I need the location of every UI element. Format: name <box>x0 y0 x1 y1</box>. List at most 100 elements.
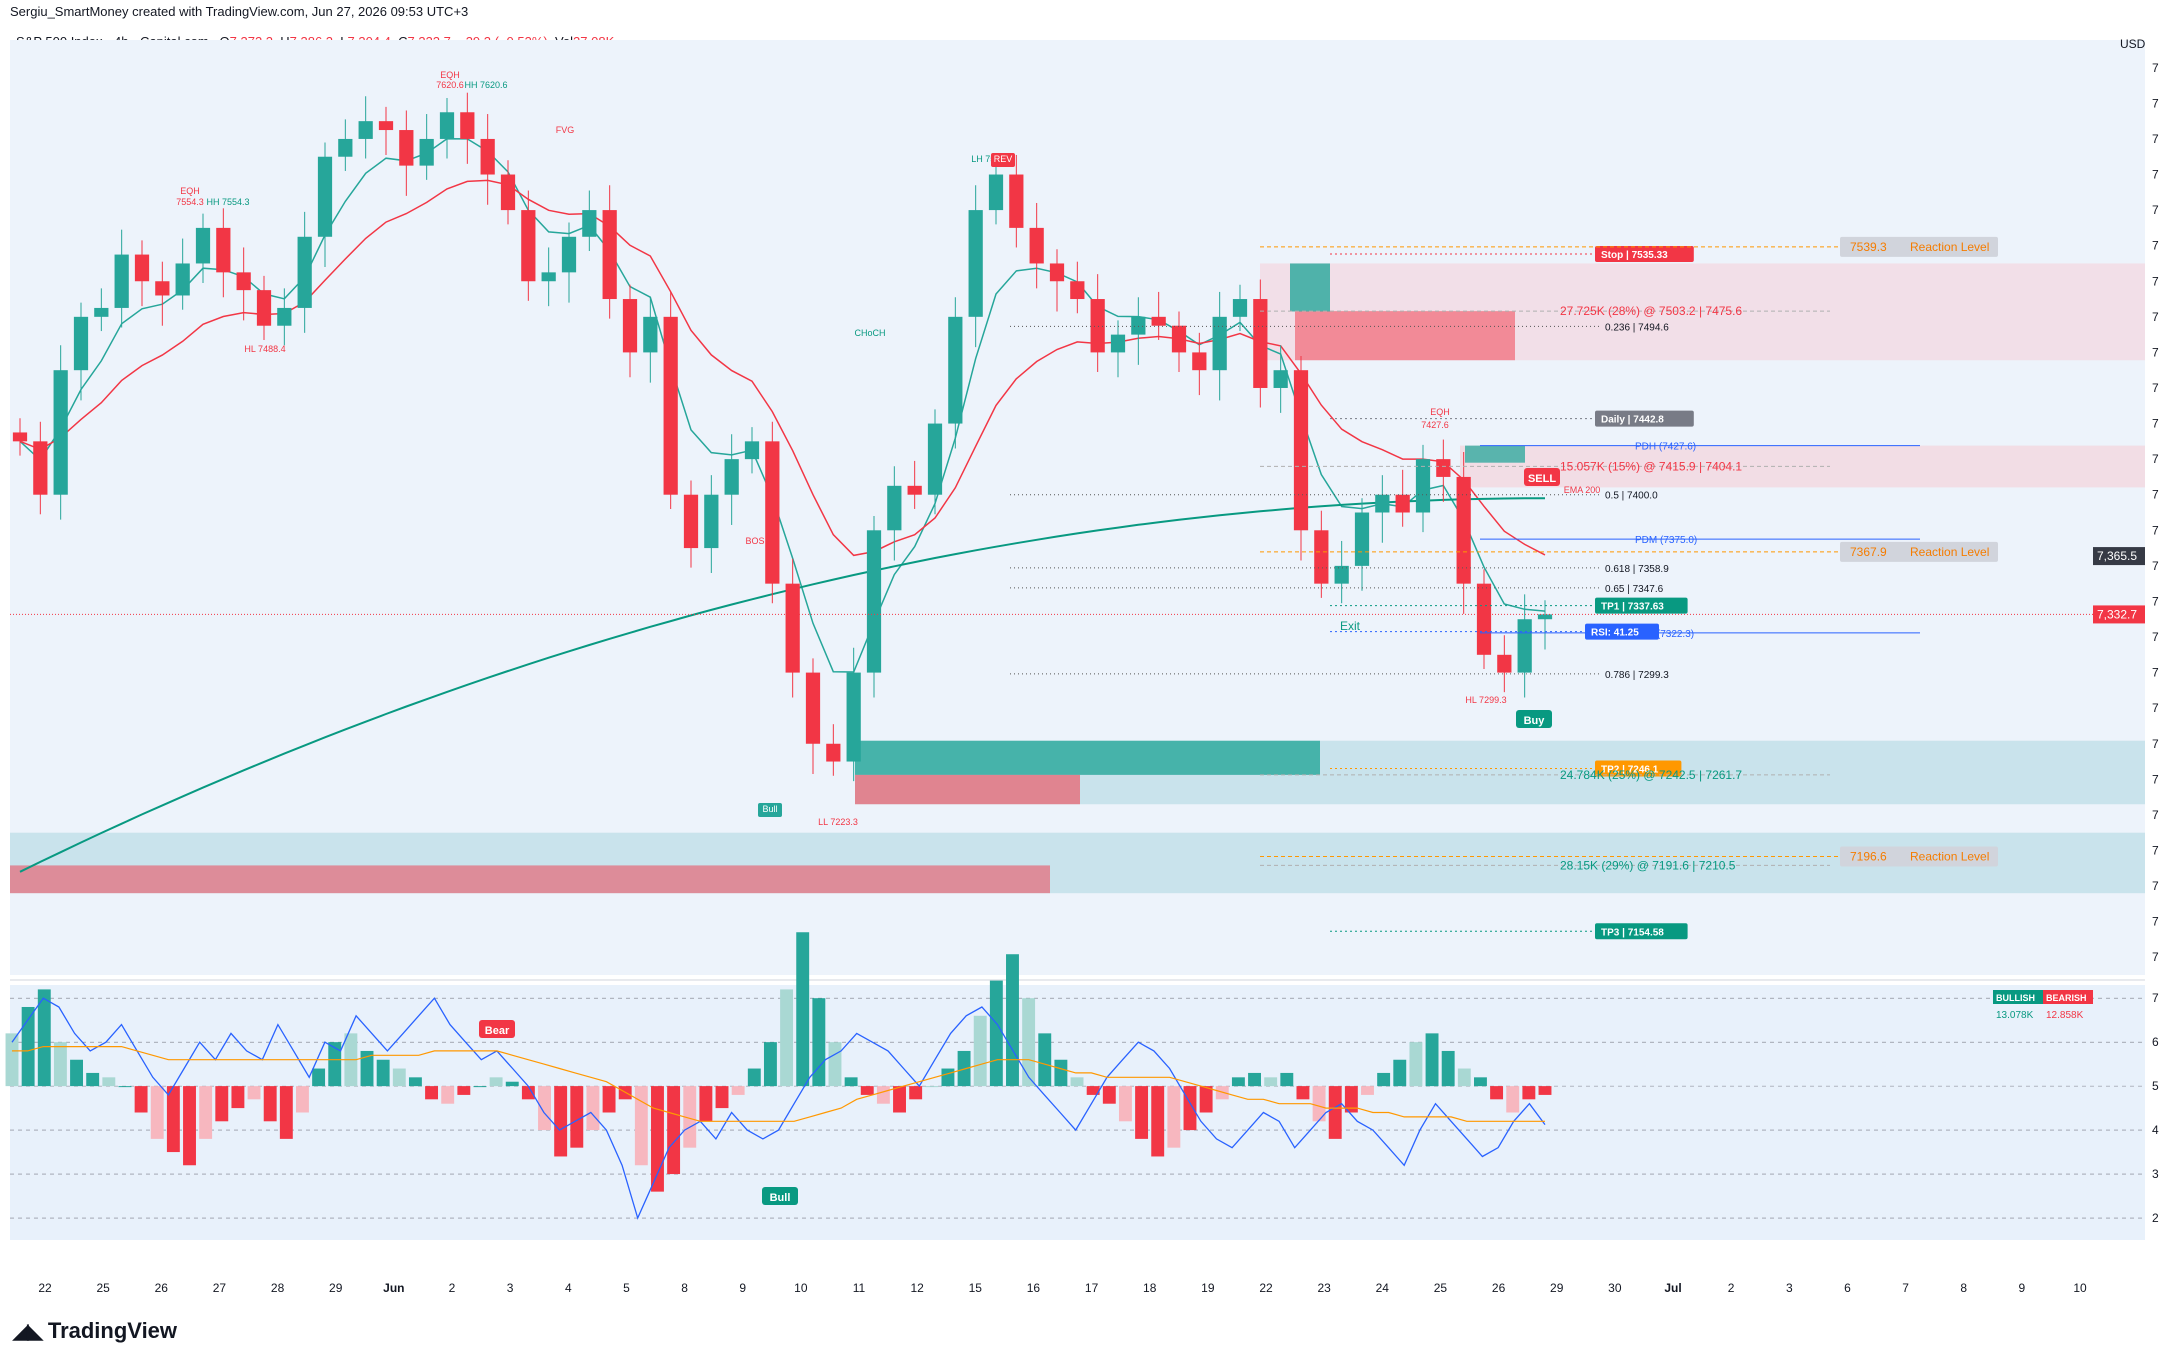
histogram-bar <box>1522 1086 1536 1100</box>
candle-body <box>1232 299 1248 317</box>
candle-body <box>175 263 190 296</box>
histogram-bar <box>118 1086 132 1088</box>
histogram-bar <box>392 1068 406 1087</box>
histogram-bar <box>231 1086 245 1109</box>
candle-body <box>521 210 536 282</box>
chart-annotation: HL 7488.4 <box>244 344 285 354</box>
fast-ema-line <box>19 138 1546 673</box>
chart-annotation: Bull <box>762 804 777 814</box>
candle-body <box>114 254 129 308</box>
histogram-bar <box>1409 1042 1423 1087</box>
time-tick: 24 <box>1376 1281 1390 1295</box>
candle-body <box>927 423 943 495</box>
histogram-bar <box>1344 1086 1358 1113</box>
price-tick: 7,260.0 <box>2152 737 2159 751</box>
histogram-bar <box>1296 1086 1310 1100</box>
candle-body <box>1293 370 1309 531</box>
price-tick: 7,480.0 <box>2152 345 2159 359</box>
price-tick: 7,220.0 <box>2152 808 2159 822</box>
histogram-bar <box>699 1086 713 1122</box>
candle-body <box>256 290 272 326</box>
chart-annotation: 7620.6 <box>436 80 464 90</box>
reaction-box <box>1840 846 1998 867</box>
time-tick: Jul <box>1664 1281 1681 1295</box>
histogram-bar <box>715 1086 729 1109</box>
level-lines: Stop | 7535.33 27.725K (28%) @ 7503.2 | 7… <box>10 236 2093 940</box>
candle-body <box>1253 299 1268 388</box>
fib-label: 0.786 | 7299.3 <box>1605 670 1669 681</box>
histogram-bar <box>215 1086 229 1122</box>
histogram-bar <box>860 1086 874 1095</box>
candle-body <box>236 272 251 291</box>
candle-body <box>1314 530 1329 584</box>
candle-body <box>1090 299 1105 353</box>
level-label: 27.725K (28%) @ 7503.2 | 7475.6 <box>1560 304 1742 318</box>
price-tick: 7,200.0 <box>2152 843 2159 857</box>
level-label-bg <box>1595 410 1694 427</box>
level-label: Daily | 7442.8 <box>1601 415 1664 426</box>
slow-ema-line <box>19 179 1546 557</box>
osc-tick: 20.00 <box>2152 1211 2159 1225</box>
time-tick: 23 <box>1317 1281 1331 1295</box>
candle-body <box>1151 316 1166 326</box>
time-tick: 2 <box>449 1281 456 1295</box>
histogram-bar <box>925 1086 939 1088</box>
candle-body <box>805 672 821 744</box>
candle-body <box>480 138 495 175</box>
candle-body <box>94 307 109 317</box>
ema-lines <box>19 138 1546 873</box>
chart-annotation: 7554.3 <box>176 197 204 207</box>
candle-body <box>33 441 48 495</box>
candle-body <box>1049 263 1065 282</box>
histogram-bar <box>5 1033 19 1087</box>
histogram-bar <box>538 1086 551 1131</box>
chart-annotation: REV <box>994 154 1013 164</box>
histogram-bar <box>1393 1059 1407 1087</box>
candle-body <box>541 272 556 282</box>
candle-body <box>866 530 882 673</box>
osc-pane-bg <box>10 985 2145 1240</box>
level-label-bg <box>1595 597 1688 614</box>
candle-body <box>1009 174 1024 228</box>
signal-label: SELL <box>1528 473 1556 485</box>
time-tick: 28 <box>271 1281 285 1295</box>
histogram-bar <box>1264 1077 1278 1087</box>
chart-annotation: Exit <box>1340 619 1361 633</box>
histogram-bar <box>1054 1059 1068 1087</box>
candle-body <box>195 227 211 264</box>
candle-body <box>785 583 800 673</box>
time-tick: 26 <box>155 1281 169 1295</box>
histogram-bar <box>989 980 1003 1087</box>
tradingview-brand[interactable]: ◢◣ TradingView <box>12 1318 177 1344</box>
candle-body <box>358 121 373 139</box>
histogram-bar <box>457 1086 471 1095</box>
histogram-bar <box>86 1072 100 1087</box>
histogram-bar <box>796 932 810 1087</box>
time-tick: 26 <box>1492 1281 1506 1295</box>
reaction-tag: Reaction Level <box>1910 545 1989 559</box>
histogram-bar <box>941 1068 955 1087</box>
histogram-bar <box>263 1086 277 1122</box>
signal-label: Bear <box>485 1025 510 1037</box>
osc-tick: 70.00 <box>2152 991 2159 1005</box>
time-tick: 22 <box>1259 1281 1273 1295</box>
price-tick: 7,180.0 <box>2152 879 2159 893</box>
candle-body <box>1273 370 1288 388</box>
histogram-bar <box>747 1068 761 1087</box>
level-label: TP3 | 7154.58 <box>1601 927 1664 938</box>
time-tick: 9 <box>2019 1281 2026 1295</box>
histogram-bar <box>731 1086 745 1095</box>
fib-label: 0.236 | 7494.6 <box>1605 322 1669 333</box>
histogram-bar <box>667 1086 681 1175</box>
histogram-bar <box>1070 1077 1084 1087</box>
candle-body <box>134 254 150 282</box>
candle-body <box>155 281 170 296</box>
sl-zone-2 <box>10 865 1050 894</box>
candle-body <box>1070 281 1085 300</box>
candle-body <box>419 138 434 166</box>
candle-body <box>216 227 231 273</box>
price-axis: 7,140.0 7,160.0 7,180.0 7,200.0 7,220.0 7,240… <box>2093 61 2159 964</box>
ob-zone <box>1465 445 1525 463</box>
histogram-bar <box>780 989 794 1087</box>
